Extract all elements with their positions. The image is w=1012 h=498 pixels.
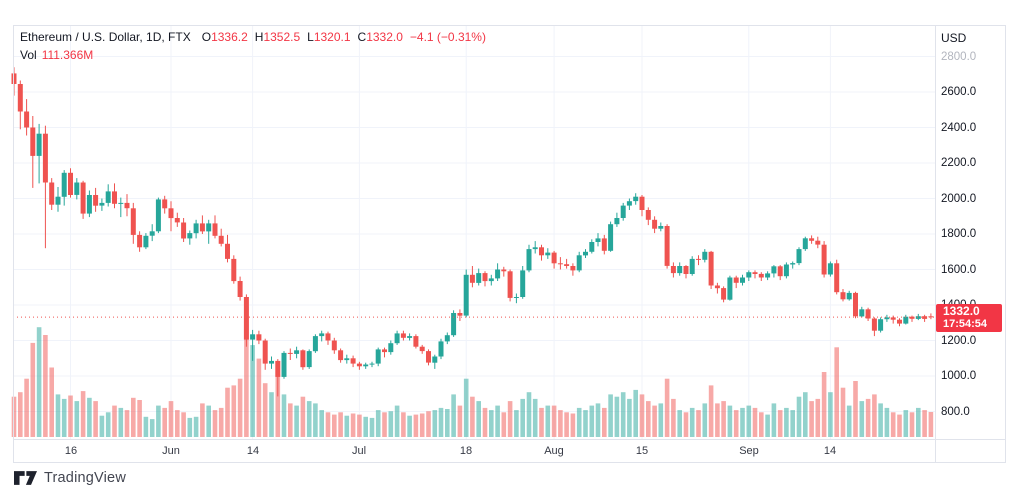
price-axis-label[interactable]: 2200.0 bbox=[941, 157, 977, 169]
last-price-value: 1332.0 bbox=[943, 304, 980, 318]
last-price-label: 1332.0 17:54:54 bbox=[936, 304, 1002, 332]
volume-label: Vol bbox=[20, 48, 37, 62]
price-axis-label[interactable]: 2000.0 bbox=[941, 193, 977, 205]
high-value: 1352.5 bbox=[263, 30, 301, 44]
price-axis-label[interactable]: 1200.0 bbox=[941, 335, 977, 347]
close-value: 1332.0 bbox=[366, 30, 403, 44]
price-axis-divider bbox=[935, 25, 936, 462]
time-axis-label[interactable]: 15 bbox=[635, 445, 649, 457]
time-axis-label[interactable]: Jun bbox=[162, 445, 180, 457]
price-axis-label[interactable]: 2600.0 bbox=[941, 86, 977, 98]
time-axis-label[interactable]: Jul bbox=[351, 445, 367, 457]
volume-series bbox=[11, 307, 934, 437]
price-axis-label[interactable]: 1600.0 bbox=[941, 264, 977, 276]
low-value: 1320.1 bbox=[313, 30, 351, 44]
time-axis-label[interactable]: 14 bbox=[246, 445, 260, 457]
price-axis-label[interactable]: 2400.0 bbox=[941, 122, 977, 134]
open-label: O bbox=[201, 30, 212, 44]
bar-countdown: 17:54:54 bbox=[943, 318, 988, 330]
tradingview-brand-text: TradingView bbox=[44, 470, 126, 486]
change-value: −4.1 (−0.31%) bbox=[409, 30, 486, 44]
volume-legend[interactable]: Vol 111.366M bbox=[20, 48, 93, 62]
low-label: L bbox=[307, 30, 314, 44]
time-axis-divider bbox=[13, 439, 1005, 440]
legend[interactable]: Ethereum / U.S. Dollar, 1D, FTX O1336.2 H1… bbox=[20, 30, 486, 44]
tradingview-watermark[interactable]: TradingView bbox=[14, 470, 126, 486]
time-axis-label[interactable]: 14 bbox=[823, 445, 837, 457]
high-label: H bbox=[254, 30, 264, 44]
close-label: C bbox=[357, 30, 367, 44]
currency-label: USD bbox=[941, 31, 967, 45]
price-axis-label[interactable]: 800.0 bbox=[941, 406, 970, 418]
price-axis-label[interactable]: 1800.0 bbox=[941, 228, 977, 240]
time-axis-label[interactable]: Sep bbox=[739, 445, 759, 457]
tradingview-logo-icon bbox=[14, 471, 37, 485]
price-axis-label[interactable]: 2800.0 bbox=[941, 51, 977, 63]
price-axis-label[interactable]: 1000.0 bbox=[941, 370, 977, 382]
open-value: 1336.2 bbox=[211, 30, 248, 44]
time-axis-label[interactable]: 18 bbox=[459, 445, 473, 457]
time-axis-label[interactable]: 16 bbox=[64, 445, 78, 457]
candle-series bbox=[11, 67, 934, 397]
symbol-title[interactable]: Ethereum / U.S. Dollar, 1D, FTX bbox=[20, 30, 191, 44]
volume-value: 111.366M bbox=[41, 48, 94, 62]
time-axis-label[interactable]: Aug bbox=[544, 445, 564, 457]
